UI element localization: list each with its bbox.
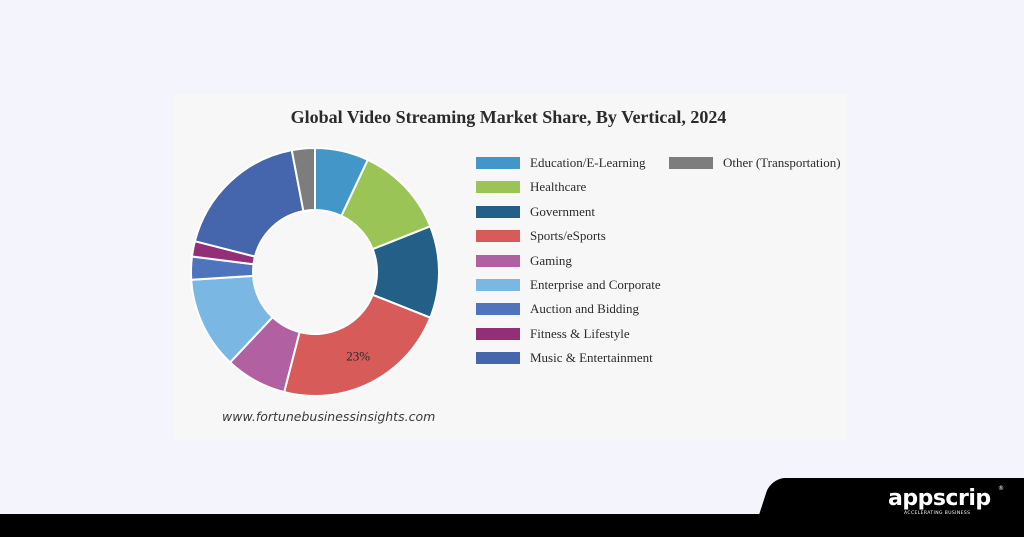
legend-swatch bbox=[476, 303, 520, 316]
legend-item: Other (Transportation) bbox=[669, 155, 841, 171]
legend-swatch bbox=[476, 254, 520, 267]
legend-item: Music & Entertainment bbox=[476, 350, 653, 366]
legend-label: Gaming bbox=[530, 252, 572, 268]
legend-swatch bbox=[476, 205, 520, 218]
legend-swatch bbox=[476, 181, 520, 194]
slice-music-entertainment bbox=[193, 149, 305, 258]
legend-item: Healthcare bbox=[476, 179, 586, 195]
footer-bar bbox=[0, 514, 1024, 537]
legend-swatch bbox=[476, 157, 520, 169]
legend-label: Auction and Bidding bbox=[530, 301, 640, 317]
legend-item: Government bbox=[476, 204, 595, 220]
brand-logo: appscrip bbox=[888, 486, 991, 511]
legend-label: Other (Transportation) bbox=[723, 155, 841, 170]
legend-swatch bbox=[476, 327, 520, 340]
legend-item: Enterprise and Corporate bbox=[476, 277, 661, 293]
slice-data-label: 23% bbox=[346, 349, 370, 364]
brand-tagline: ACCELERATING BUSINESS bbox=[904, 511, 971, 516]
legend-swatch bbox=[476, 230, 520, 243]
legend-item: Sports/eSports bbox=[476, 228, 606, 244]
legend-swatch bbox=[669, 157, 713, 169]
brand-registered-mark: ® bbox=[998, 485, 1004, 492]
slice-other-transportation bbox=[290, 146, 316, 213]
source-text: www.fortunebusinessinsights.com bbox=[222, 409, 436, 424]
chart-title: Global Video Streaming Market Share, By … bbox=[290, 107, 727, 127]
legend-item: Gaming bbox=[476, 253, 572, 269]
legend-label: Fitness & Lifestyle bbox=[530, 325, 630, 341]
legend-item: Education/E-Learning bbox=[476, 155, 646, 171]
legend-label: Government bbox=[530, 203, 595, 219]
legend-label: Sports/eSports bbox=[530, 228, 606, 244]
legend-label: Healthcare bbox=[530, 179, 587, 195]
legend-swatch bbox=[476, 352, 520, 365]
legend-label: Education/E-Learning bbox=[530, 155, 646, 170]
legend-item: Auction and Bidding bbox=[476, 301, 639, 317]
legend-label: Music & Entertainment bbox=[530, 350, 653, 366]
legend-label: Enterprise and Corporate bbox=[530, 277, 661, 292]
donut-chart: 23% bbox=[190, 146, 440, 397]
legend-swatch bbox=[476, 279, 520, 291]
slice-sports-esports bbox=[282, 293, 432, 397]
legend-item: Fitness & Lifestyle bbox=[476, 326, 630, 342]
